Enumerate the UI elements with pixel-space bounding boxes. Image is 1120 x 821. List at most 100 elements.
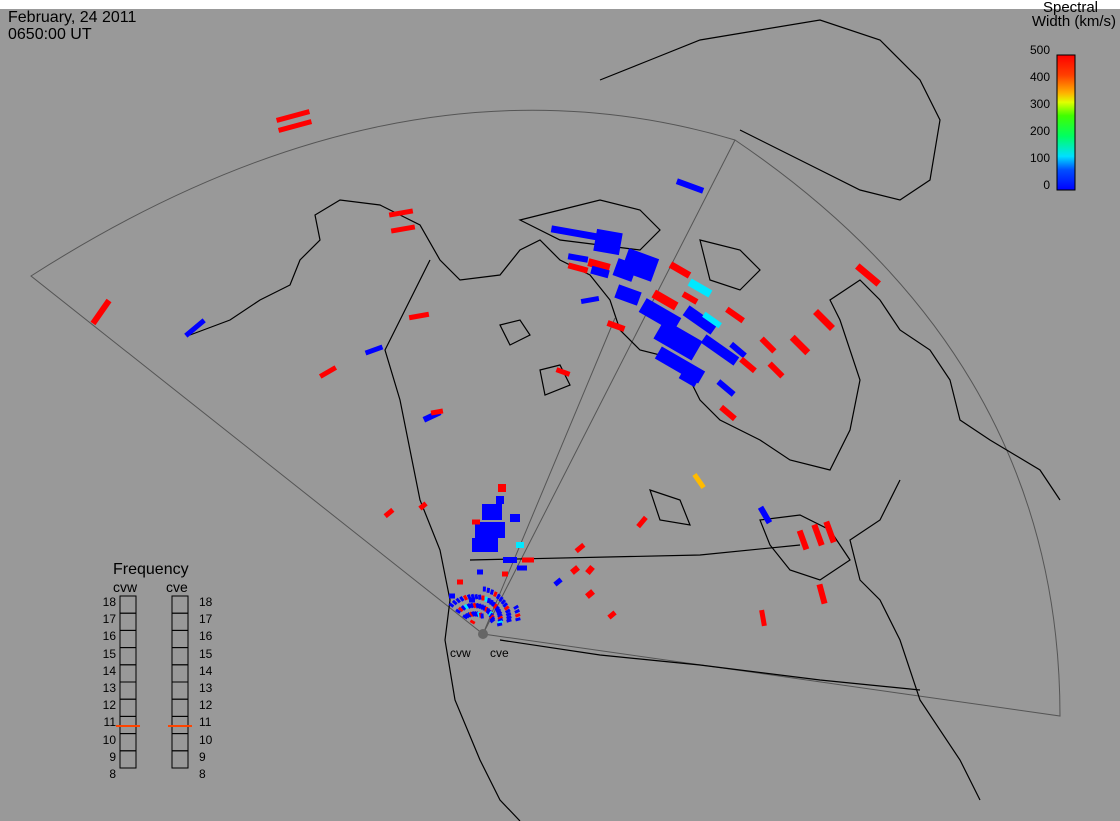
echo-cell: [811, 523, 825, 547]
frequency-tick-right: 13: [199, 681, 213, 695]
echo-cell: [449, 593, 455, 599]
echo-cell: [668, 261, 692, 279]
echo-cell: [725, 306, 745, 324]
echo-cell: [506, 618, 512, 623]
radar-echoes: [90, 109, 881, 627]
echo-cell: [506, 615, 512, 620]
echo-cell: [481, 595, 485, 601]
echo-cell: [789, 334, 811, 356]
frequency-gauge-cell: [119, 612, 137, 631]
station-label-cve: cve: [490, 646, 509, 660]
echo-cell: [466, 594, 472, 600]
echo-cell: [612, 258, 638, 282]
echo-cell: [466, 611, 473, 618]
echo-cell: [585, 589, 595, 599]
echo-cell: [574, 542, 586, 554]
frequency-gauge-cell: [119, 595, 137, 614]
top-band: [0, 0, 1120, 9]
echo-cell: [364, 344, 384, 356]
colorbar-tick: 100: [1029, 151, 1050, 165]
echo-cell: [503, 557, 517, 563]
frequency-gauge-cell: [119, 750, 137, 769]
date-label: February, 24 2011: [8, 9, 137, 26]
frequency-gauge-cell: [171, 733, 189, 752]
radar-fov-outline: [30, 109, 1061, 717]
echo-cell: [796, 529, 810, 551]
echo-cell: [500, 599, 507, 605]
echo-cell: [816, 583, 828, 605]
frequency-tick-right: 17: [199, 612, 213, 627]
echo-cell: [678, 372, 698, 388]
coastlines: [189, 19, 1061, 821]
echo-cell: [494, 605, 500, 612]
echo-cell: [514, 613, 521, 618]
echo-cell: [515, 617, 521, 622]
echo-cell: [498, 484, 506, 492]
echo-cell: [466, 603, 472, 609]
echo-cell: [472, 602, 478, 609]
frequency-tick-right: 9: [199, 749, 206, 764]
echo-cell: [767, 361, 785, 379]
frequency-gauge-cell: [171, 681, 189, 700]
echo-cell: [486, 587, 491, 594]
frequency-tick-right: 16: [199, 629, 213, 644]
echo-cell: [430, 408, 444, 416]
echo-cell: [496, 496, 504, 504]
frequency-tick-left: 8: [109, 767, 116, 781]
echo-cell: [495, 593, 501, 600]
echo-cell: [517, 565, 527, 571]
colorbar-title-line1: Spectral: [1042, 0, 1098, 16]
echo-cell: [593, 228, 623, 256]
echo-cell: [700, 334, 740, 366]
echo-cell: [472, 538, 498, 552]
frequency-title: Frequency: [113, 561, 189, 578]
frequency-tick-left: 11: [103, 715, 116, 730]
echo-cell: [590, 265, 610, 279]
echo-cell: [503, 605, 510, 611]
echo-cell: [464, 612, 471, 619]
echo-cell: [472, 519, 480, 525]
frequency-gauge-cell: [171, 647, 189, 666]
frequency-tick-left: 9: [109, 749, 116, 764]
echo-cell: [478, 594, 482, 600]
echo-cell: [486, 597, 491, 604]
cvw-boresight-line: [482, 139, 736, 635]
echo-cell: [459, 595, 465, 602]
echo-cell: [457, 606, 464, 613]
radar-site-marker: [478, 629, 488, 639]
echo-cell: [692, 473, 706, 489]
echo-cell: [492, 603, 499, 610]
colorbar-tick: 500: [1029, 43, 1050, 57]
echo-cell: [516, 542, 524, 548]
echo-cell: [759, 609, 767, 627]
echo-cell: [318, 365, 338, 379]
echo-cell: [716, 379, 736, 397]
echo-cell: [388, 208, 414, 218]
echo-cell: [580, 295, 600, 305]
frequency-tick-left: 15: [102, 646, 116, 661]
echo-cell: [510, 514, 520, 522]
echo-cell: [570, 565, 580, 575]
echo-cell: [470, 593, 476, 600]
station-label-cvw: cvw: [450, 646, 471, 660]
echo-cell: [477, 569, 483, 575]
echo-cell: [277, 119, 313, 133]
echo-cell: [390, 224, 416, 234]
echo-cell: [484, 596, 488, 602]
echo-cell: [702, 311, 722, 329]
frequency-tick-left: 13: [102, 681, 116, 695]
echo-cell: [488, 612, 495, 619]
echo-cell: [469, 597, 475, 603]
echo-cell: [487, 609, 492, 616]
frequency-tick-left: 18: [102, 595, 116, 609]
frequency-tick-left: 17: [102, 612, 116, 627]
echo-cell: [482, 504, 502, 520]
echo-cell: [550, 225, 600, 241]
frequency-gauge-cell: [119, 698, 137, 717]
echo-cell: [497, 612, 503, 619]
echo-cell: [522, 557, 534, 563]
echo-cell: [502, 571, 508, 577]
echo-cell: [553, 577, 563, 587]
echo-cell: [505, 611, 512, 617]
